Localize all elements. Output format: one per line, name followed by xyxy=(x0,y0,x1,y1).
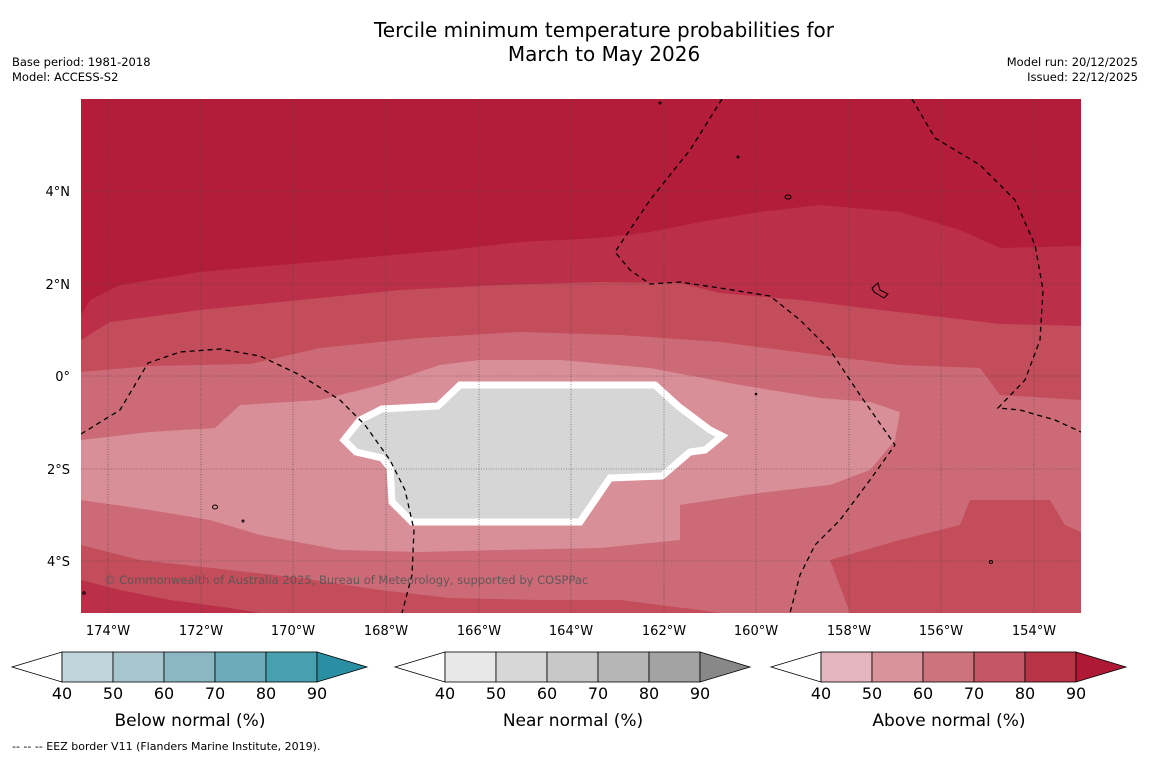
zone-above-70-southeast xyxy=(830,500,1081,613)
lon-label-162w: 162°W xyxy=(642,624,686,639)
colorbar-below-tick: 70 xyxy=(205,684,225,703)
colorbar-below-swatch-3 xyxy=(163,651,216,683)
colorbar-near-swatch-3 xyxy=(546,651,599,683)
colorbar-below-tick: 90 xyxy=(307,684,327,703)
colorbar-near-tick: 50 xyxy=(486,684,506,703)
colorbar-near-tick: 80 xyxy=(639,684,659,703)
colorbar-above-tick: 90 xyxy=(1066,684,1086,703)
colorbar-below-label: Below normal (%) xyxy=(115,711,266,731)
lat-label-2s: 2°S xyxy=(47,463,70,478)
colorbar-above-max-arrow xyxy=(1075,651,1128,683)
lon-label-174w: 174°W xyxy=(86,624,130,639)
model-name: Model: ACCESS-S2 xyxy=(12,70,119,84)
island-atafu xyxy=(212,504,218,510)
colorbar-near-swatch-2 xyxy=(495,651,548,683)
colorbar-below-tick: 50 xyxy=(103,684,123,703)
lon-label-158w: 158°W xyxy=(827,624,871,639)
issued-date: Issued: 22/12/2025 xyxy=(1027,70,1138,84)
colorbar-near-swatch-4 xyxy=(597,651,650,683)
lat-label-4s: 4°S xyxy=(47,555,70,570)
map-area: © Commonwealth of Australia 2025, Bureau… xyxy=(81,99,1081,613)
lat-label-2n: 2°N xyxy=(46,278,71,293)
eez-footnote: -- -- -- EEZ border V11 (Flanders Marine… xyxy=(12,740,321,753)
colorbar-near-swatch-1 xyxy=(444,651,497,683)
colorbar-near-tick: 90 xyxy=(690,684,710,703)
zone-above-70-southwest xyxy=(81,545,720,613)
colorbar-above-swatch-3 xyxy=(922,651,975,683)
lon-label-160w: 160°W xyxy=(734,624,778,639)
colorbar-above-tick: 70 xyxy=(964,684,984,703)
colorbar-below-min-arrow xyxy=(10,651,63,683)
longitude-labels: 174°W 172°W 170°W 168°W 166°W 164°W 162°… xyxy=(86,624,1056,639)
colorbar-below-swatch-4 xyxy=(214,651,267,683)
colorbar-above-tick: 60 xyxy=(913,684,933,703)
colorbar-above-swatch-1 xyxy=(820,651,873,683)
zone-above-60-south xyxy=(81,462,1081,613)
meta-left: Base period: 1981-2018 Model: ACCESS-S2 xyxy=(12,55,151,85)
colorbar-below-tick: 60 xyxy=(154,684,174,703)
colorbar-above-swatch-4 xyxy=(973,651,1026,683)
colorbar-near-tick: 60 xyxy=(537,684,557,703)
colorbar-below-tick: 80 xyxy=(256,684,276,703)
colorbar-above-min-arrow xyxy=(769,651,822,683)
colorbar-below-swatch-2 xyxy=(112,651,165,683)
colorbar-near-max-arrow xyxy=(699,651,752,683)
colorbar-above-normal: 40 50 60 70 80 90 Above normal (%) xyxy=(769,651,1128,731)
lon-label-156w: 156°W xyxy=(919,624,963,639)
lon-label-170w: 170°W xyxy=(271,624,315,639)
model-run: Model run: 20/12/2025 xyxy=(1006,55,1138,69)
colorbar-above-label: Above normal (%) xyxy=(872,711,1025,731)
eez-border-kiribati xyxy=(614,99,896,613)
colorbar-near-label: Near normal (%) xyxy=(503,711,643,731)
colorbar-below-swatch-1 xyxy=(61,651,114,683)
map-title: Tercile minimum temperature probabilitie… xyxy=(0,18,1150,66)
eez-border-tokelau xyxy=(81,348,415,613)
eez-borders xyxy=(81,99,1081,613)
colorbar-near-tick: 40 xyxy=(435,684,455,703)
lon-label-172w: 172°W xyxy=(179,624,223,639)
land-islands xyxy=(82,101,993,595)
copyright-notice: © Commonwealth of Australia 2025, Bureau… xyxy=(104,573,588,587)
title-line-2: March to May 2026 xyxy=(507,42,701,66)
lat-label-0: 0° xyxy=(55,370,70,385)
zone-above-80-southwest xyxy=(81,580,260,613)
title-line-1: Tercile minimum temperature probabilitie… xyxy=(373,18,835,42)
colorbar-above-swatch-5 xyxy=(1024,651,1077,683)
island-dot-4 xyxy=(989,560,993,564)
colorbar-above-tick: 50 xyxy=(862,684,882,703)
latitude-labels: 4°N 2°N 0° 2°S 4°S xyxy=(46,185,71,570)
island-dot-3 xyxy=(241,519,245,523)
colorbar-below-normal: 40 50 60 70 80 90 Below normal (%) xyxy=(10,651,369,731)
lat-label-4n: 4°N xyxy=(46,185,71,200)
colorbar-below-tick: 40 xyxy=(52,684,72,703)
graticule xyxy=(81,99,1081,613)
lon-label-168w: 168°W xyxy=(364,624,408,639)
zone-near-normal xyxy=(339,381,729,526)
lon-label-154w: 154°W xyxy=(1012,624,1056,639)
meta-right: Model run: 20/12/2025 Issued: 22/12/2025 xyxy=(1007,55,1138,85)
island-jarvis xyxy=(784,194,792,200)
island-dot-2 xyxy=(658,101,662,105)
base-period: Base period: 1981-2018 xyxy=(12,55,151,69)
colorbar-above-tick: 40 xyxy=(811,684,831,703)
colorbar-above-swatch-2 xyxy=(871,651,924,683)
colorbar-near-normal: 40 50 60 70 80 90 Near normal (%) xyxy=(393,651,752,731)
colorbar-below-swatch-5 xyxy=(265,651,318,683)
lon-label-166w: 166°W xyxy=(457,624,501,639)
island-dot-6 xyxy=(82,591,86,595)
island-dot-5 xyxy=(754,392,758,396)
colorbar-near-tick: 70 xyxy=(588,684,608,703)
island-dot-1 xyxy=(736,155,740,159)
colorbar-near-min-arrow xyxy=(393,651,446,683)
colorbar-near-swatch-5 xyxy=(648,651,701,683)
colorbar-above-tick: 80 xyxy=(1015,684,1035,703)
island-kiritimati xyxy=(871,282,889,299)
lon-label-164w: 164°W xyxy=(549,624,593,639)
colorbar-below-max-arrow xyxy=(316,651,369,683)
